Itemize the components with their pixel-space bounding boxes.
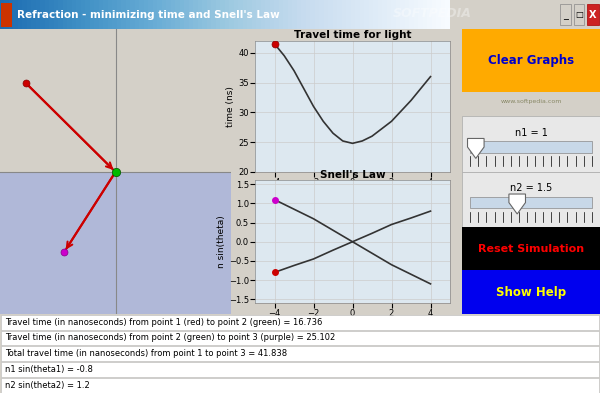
Bar (462, 228, 600, 270)
Y-axis label: time (ns): time (ns) (226, 86, 235, 127)
FancyBboxPatch shape (587, 4, 599, 25)
Bar (0, 172, 231, 314)
Bar (470, 141, 592, 153)
Bar (470, 197, 592, 208)
Text: Total travel time (in nanoseconds) from point 1 to point 3 = 41.838: Total travel time (in nanoseconds) from … (5, 349, 287, 358)
Text: Travel time (in nanoseconds) from point 2 (green) to point 3 (purple) = 25.102: Travel time (in nanoseconds) from point … (5, 334, 335, 342)
X-axis label: position (m): position (m) (325, 190, 380, 199)
Text: n1 = 1: n1 = 1 (515, 128, 547, 138)
Y-axis label: n sin(theta): n sin(theta) (217, 215, 226, 268)
Bar (1, 331, 599, 345)
Title: Travel time for light: Travel time for light (294, 30, 411, 40)
Bar (1, 346, 599, 361)
Bar (1, 3, 12, 26)
Text: www.softpedia.com: www.softpedia.com (500, 99, 562, 104)
Bar (1, 378, 599, 393)
Bar (462, 172, 600, 228)
Bar (462, 29, 600, 92)
Polygon shape (509, 194, 526, 214)
Bar (1, 315, 599, 330)
Text: X: X (589, 10, 596, 20)
Text: Travel time (in nanoseconds) from point 1 (red) to point 2 (green) = 16.736: Travel time (in nanoseconds) from point … (5, 318, 322, 327)
Bar (462, 270, 600, 314)
X-axis label: position (m): position (m) (325, 321, 380, 330)
Text: n2 sin(theta2) = 1.2: n2 sin(theta2) = 1.2 (5, 381, 89, 389)
Text: Reset Simulation: Reset Simulation (478, 244, 584, 254)
Text: Clear Graphs: Clear Graphs (488, 54, 574, 67)
Text: Show Help: Show Help (496, 286, 566, 299)
Text: □: □ (575, 10, 583, 18)
FancyBboxPatch shape (574, 4, 584, 25)
Bar (462, 116, 600, 172)
Text: n1 sin(theta1) = -0.8: n1 sin(theta1) = -0.8 (5, 365, 92, 374)
Text: n2 = 1.5: n2 = 1.5 (510, 183, 552, 193)
Text: SOFTPEDIA: SOFTPEDIA (392, 7, 472, 20)
Title: Snell's Law: Snell's Law (320, 170, 385, 180)
FancyBboxPatch shape (560, 4, 571, 25)
Text: Refraction - minimizing time and Snell's Law: Refraction - minimizing time and Snell's… (17, 10, 280, 20)
Polygon shape (467, 138, 484, 158)
Bar (1, 362, 599, 377)
Text: _: _ (563, 10, 568, 20)
